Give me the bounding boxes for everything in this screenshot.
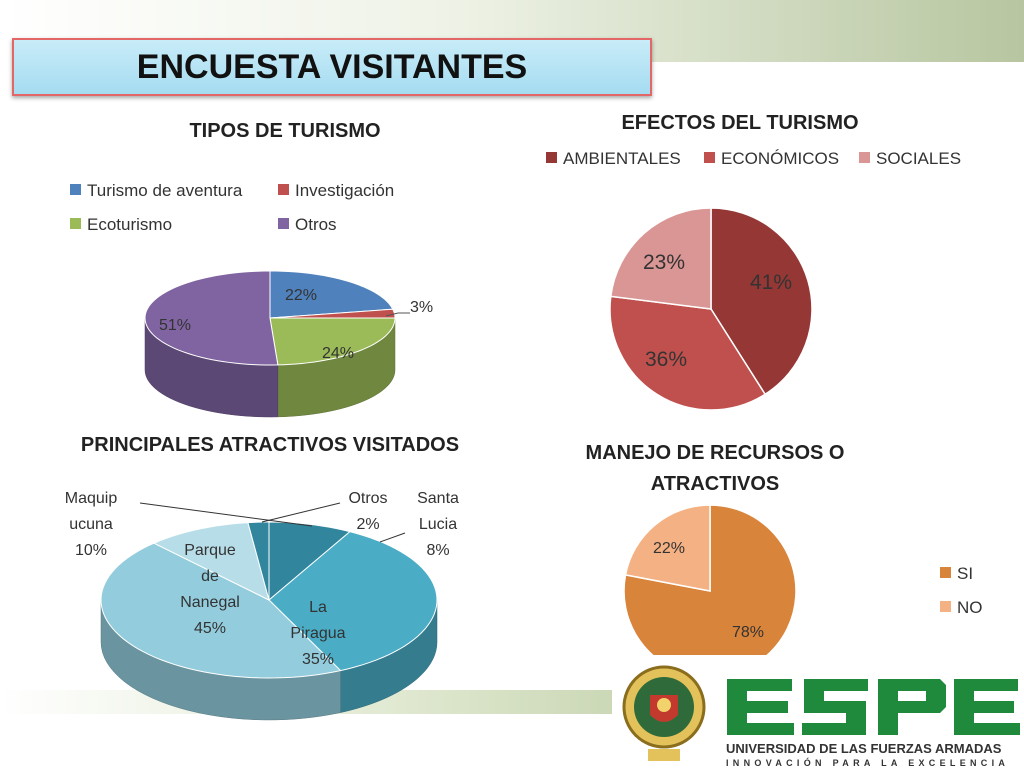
chart1-leader-line (385, 312, 410, 317)
chart1-slice-3 (144, 270, 279, 366)
chart4-data-label-0: 78% (732, 624, 765, 641)
legend-swatch (940, 567, 951, 579)
slide-title: ENCUESTA VISITANTES (136, 48, 528, 86)
chart4-legend-item-0: SI (940, 564, 973, 584)
chart1-legend-item-2: Ecoturismo (70, 215, 172, 235)
legend-swatch (546, 152, 557, 164)
chart1-data-label-2: 24% (322, 345, 355, 362)
espe-logo: UNIVERSIDAD DE LAS FUERZAS ARMADAS INNOV… (612, 655, 1024, 768)
chart3-title: PRINCIPALES ATRACTIVOS VISITADOS (80, 434, 460, 456)
espe-logo-graphic: UNIVERSIDAD DE LAS FUERZAS ARMADAS INNOV… (612, 655, 1024, 768)
chart2-slice-1 (609, 295, 767, 411)
chart4-title: MANEJO DE RECURSOS O ATRACTIVOS (585, 442, 845, 495)
chart1-slice-2 (269, 317, 396, 366)
chart3-slice-4 (247, 521, 270, 601)
legend-swatch (70, 184, 81, 196)
chart3-data-label-4: Otros 2% (348, 490, 388, 533)
chart1-data-label-3: 51% (159, 317, 192, 334)
chart2-legend-item-0: AMBIENTALES (546, 149, 681, 169)
chart3-slice-1 (268, 531, 438, 672)
legend-label: SI (957, 564, 974, 583)
chart4-data-label-1: 22% (653, 540, 686, 557)
legend-swatch (278, 184, 289, 196)
chart2-title: EFECTOS DEL TURISMO (621, 112, 859, 134)
chart4-slice-1 (624, 504, 711, 592)
chart1-title: TIPOS DE TURISMO (189, 120, 381, 142)
logo-line2: INNOVACIÓN PARA LA EXCELENCIA (726, 757, 1009, 768)
chart2-slice-2 (609, 207, 712, 310)
chart3-slice-3 (152, 522, 270, 601)
legend-label: ECONÓMICOS (721, 149, 840, 168)
legend-swatch (70, 218, 81, 230)
chart3-data-label-2: Parque de Nanegal 45% (180, 542, 240, 637)
chart3-leader-otros (261, 502, 341, 523)
logo-line1: UNIVERSIDAD DE LAS FUERZAS ARMADAS (726, 741, 1002, 756)
chart3-slice-0 (268, 521, 352, 602)
chart3-leader-maquipucuna (139, 502, 313, 527)
chart3-data-label-3: Maquip ucuna 10% (64, 490, 118, 559)
chart4-legend-item-1: NO (940, 598, 983, 618)
chart2-data-label-1: 36% (645, 348, 688, 371)
chart2-legend-item-2: SOCIALES (859, 149, 961, 169)
legend-swatch (940, 601, 951, 613)
chart3-slice-2 (100, 542, 342, 679)
legend-swatch (704, 152, 715, 164)
slide-title-box: ENCUESTA VISITANTES (12, 38, 652, 96)
legend-label: SOCIALES (876, 149, 962, 168)
chart2-data-label-2: 23% (643, 251, 686, 274)
legend-swatch (859, 152, 870, 164)
legend-label: Otros (295, 215, 337, 234)
chart2-legend-item-1: ECONÓMICOS (704, 149, 839, 169)
legend-label: NO (957, 598, 983, 617)
chart1-data-label-0: 22% (285, 287, 318, 304)
legend-label: AMBIENTALES (563, 149, 681, 168)
chart1-legend-item-3: Otros (278, 215, 337, 235)
chart1-legend-item-0: Turismo de aventura (70, 181, 242, 201)
chart1-data-label-1: 3% (410, 299, 434, 316)
legend-label: Investigación (295, 181, 395, 200)
chart3-leader-santa-lucia (379, 532, 406, 543)
legend-label: Ecoturismo (87, 215, 173, 234)
chart1-slice-0 (269, 270, 394, 319)
chart1-legend-item-1: Investigación (278, 181, 394, 201)
legend-swatch (278, 218, 289, 230)
chart3-data-label-1: La Piragua 35% (290, 599, 346, 668)
chart3-data-label-0: Santa Lucia 8% (417, 490, 459, 559)
chart2-data-label-0: 41% (750, 271, 793, 294)
legend-label: Turismo de aventura (87, 181, 243, 200)
